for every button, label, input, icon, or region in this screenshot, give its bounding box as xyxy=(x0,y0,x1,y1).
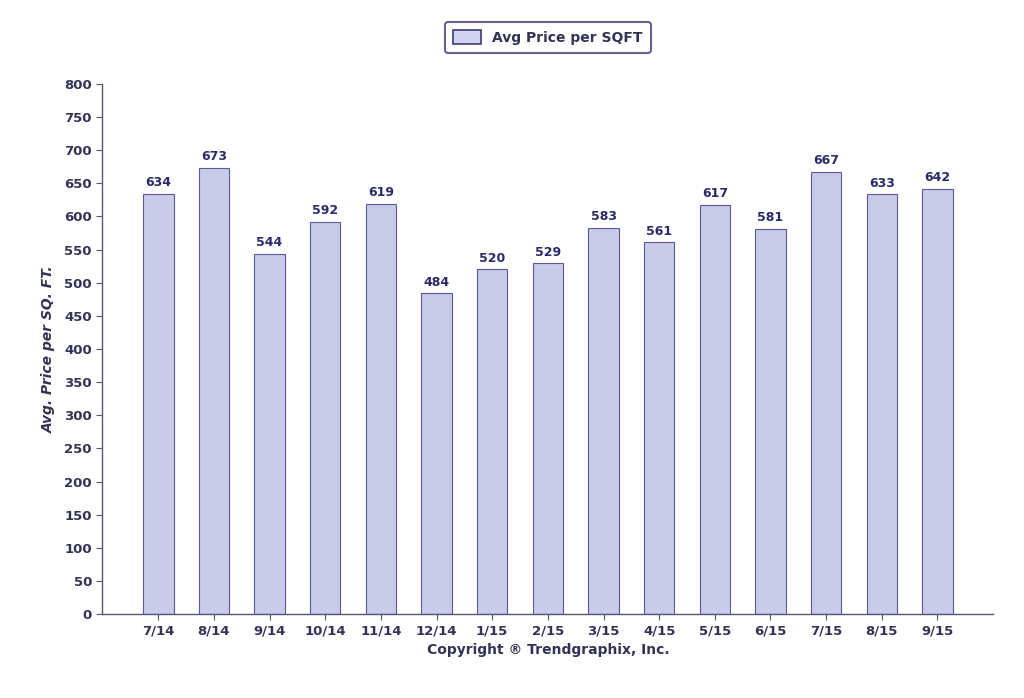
Text: 484: 484 xyxy=(424,276,450,289)
X-axis label: Copyright ® Trendgraphix, Inc.: Copyright ® Trendgraphix, Inc. xyxy=(427,644,669,658)
Bar xyxy=(254,253,285,614)
Legend: Avg Price per SQFT: Avg Price per SQFT xyxy=(444,22,651,53)
Bar xyxy=(588,228,618,614)
Text: 581: 581 xyxy=(758,211,783,224)
Bar xyxy=(699,205,730,614)
Bar xyxy=(755,229,785,614)
Text: 529: 529 xyxy=(535,246,561,259)
Text: 561: 561 xyxy=(646,225,672,237)
Bar xyxy=(366,204,396,614)
Text: 642: 642 xyxy=(925,171,950,184)
Bar xyxy=(923,188,952,614)
Bar xyxy=(143,194,173,614)
Text: 617: 617 xyxy=(701,188,728,200)
Text: 619: 619 xyxy=(368,186,394,199)
Text: 544: 544 xyxy=(256,236,283,249)
Bar xyxy=(811,172,842,614)
Bar xyxy=(477,269,508,614)
Bar xyxy=(310,222,341,614)
Text: 633: 633 xyxy=(869,177,895,190)
Text: 634: 634 xyxy=(145,176,171,189)
Bar xyxy=(644,242,675,614)
Bar xyxy=(199,168,229,614)
Bar xyxy=(532,263,563,614)
Text: 592: 592 xyxy=(312,204,338,217)
Text: 520: 520 xyxy=(479,252,505,265)
Bar xyxy=(421,293,452,614)
Y-axis label: Avg. Price per SQ. FT.: Avg. Price per SQ. FT. xyxy=(42,265,56,433)
Bar xyxy=(866,195,897,614)
Text: 583: 583 xyxy=(591,210,616,223)
Text: 673: 673 xyxy=(201,150,227,163)
Text: 667: 667 xyxy=(813,154,839,168)
